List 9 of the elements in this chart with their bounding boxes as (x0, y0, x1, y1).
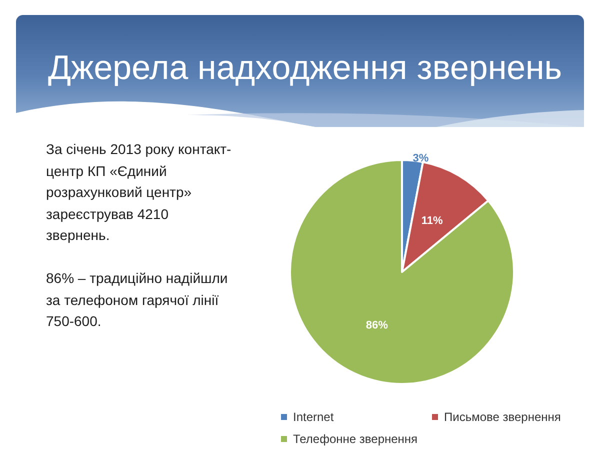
legend-label: Телефонне звернення (293, 432, 418, 446)
legend-label: Internet (293, 410, 334, 424)
data-label: 3% (412, 152, 429, 165)
legend-label: Письмове звернення (444, 410, 561, 424)
data-label: 86% (366, 319, 388, 332)
chart-title: Джерела надходження звернень (48, 49, 562, 87)
text: За січень 2013 року контакт-центр КП «Єдиний розрахунковий центр» зареєстрував 4210 звернень. (46, 140, 232, 245)
data-label: 11% (421, 215, 443, 228)
text: 86% – традиційно надійшли за телефоном гарячої лінії 750-600. (46, 269, 229, 331)
